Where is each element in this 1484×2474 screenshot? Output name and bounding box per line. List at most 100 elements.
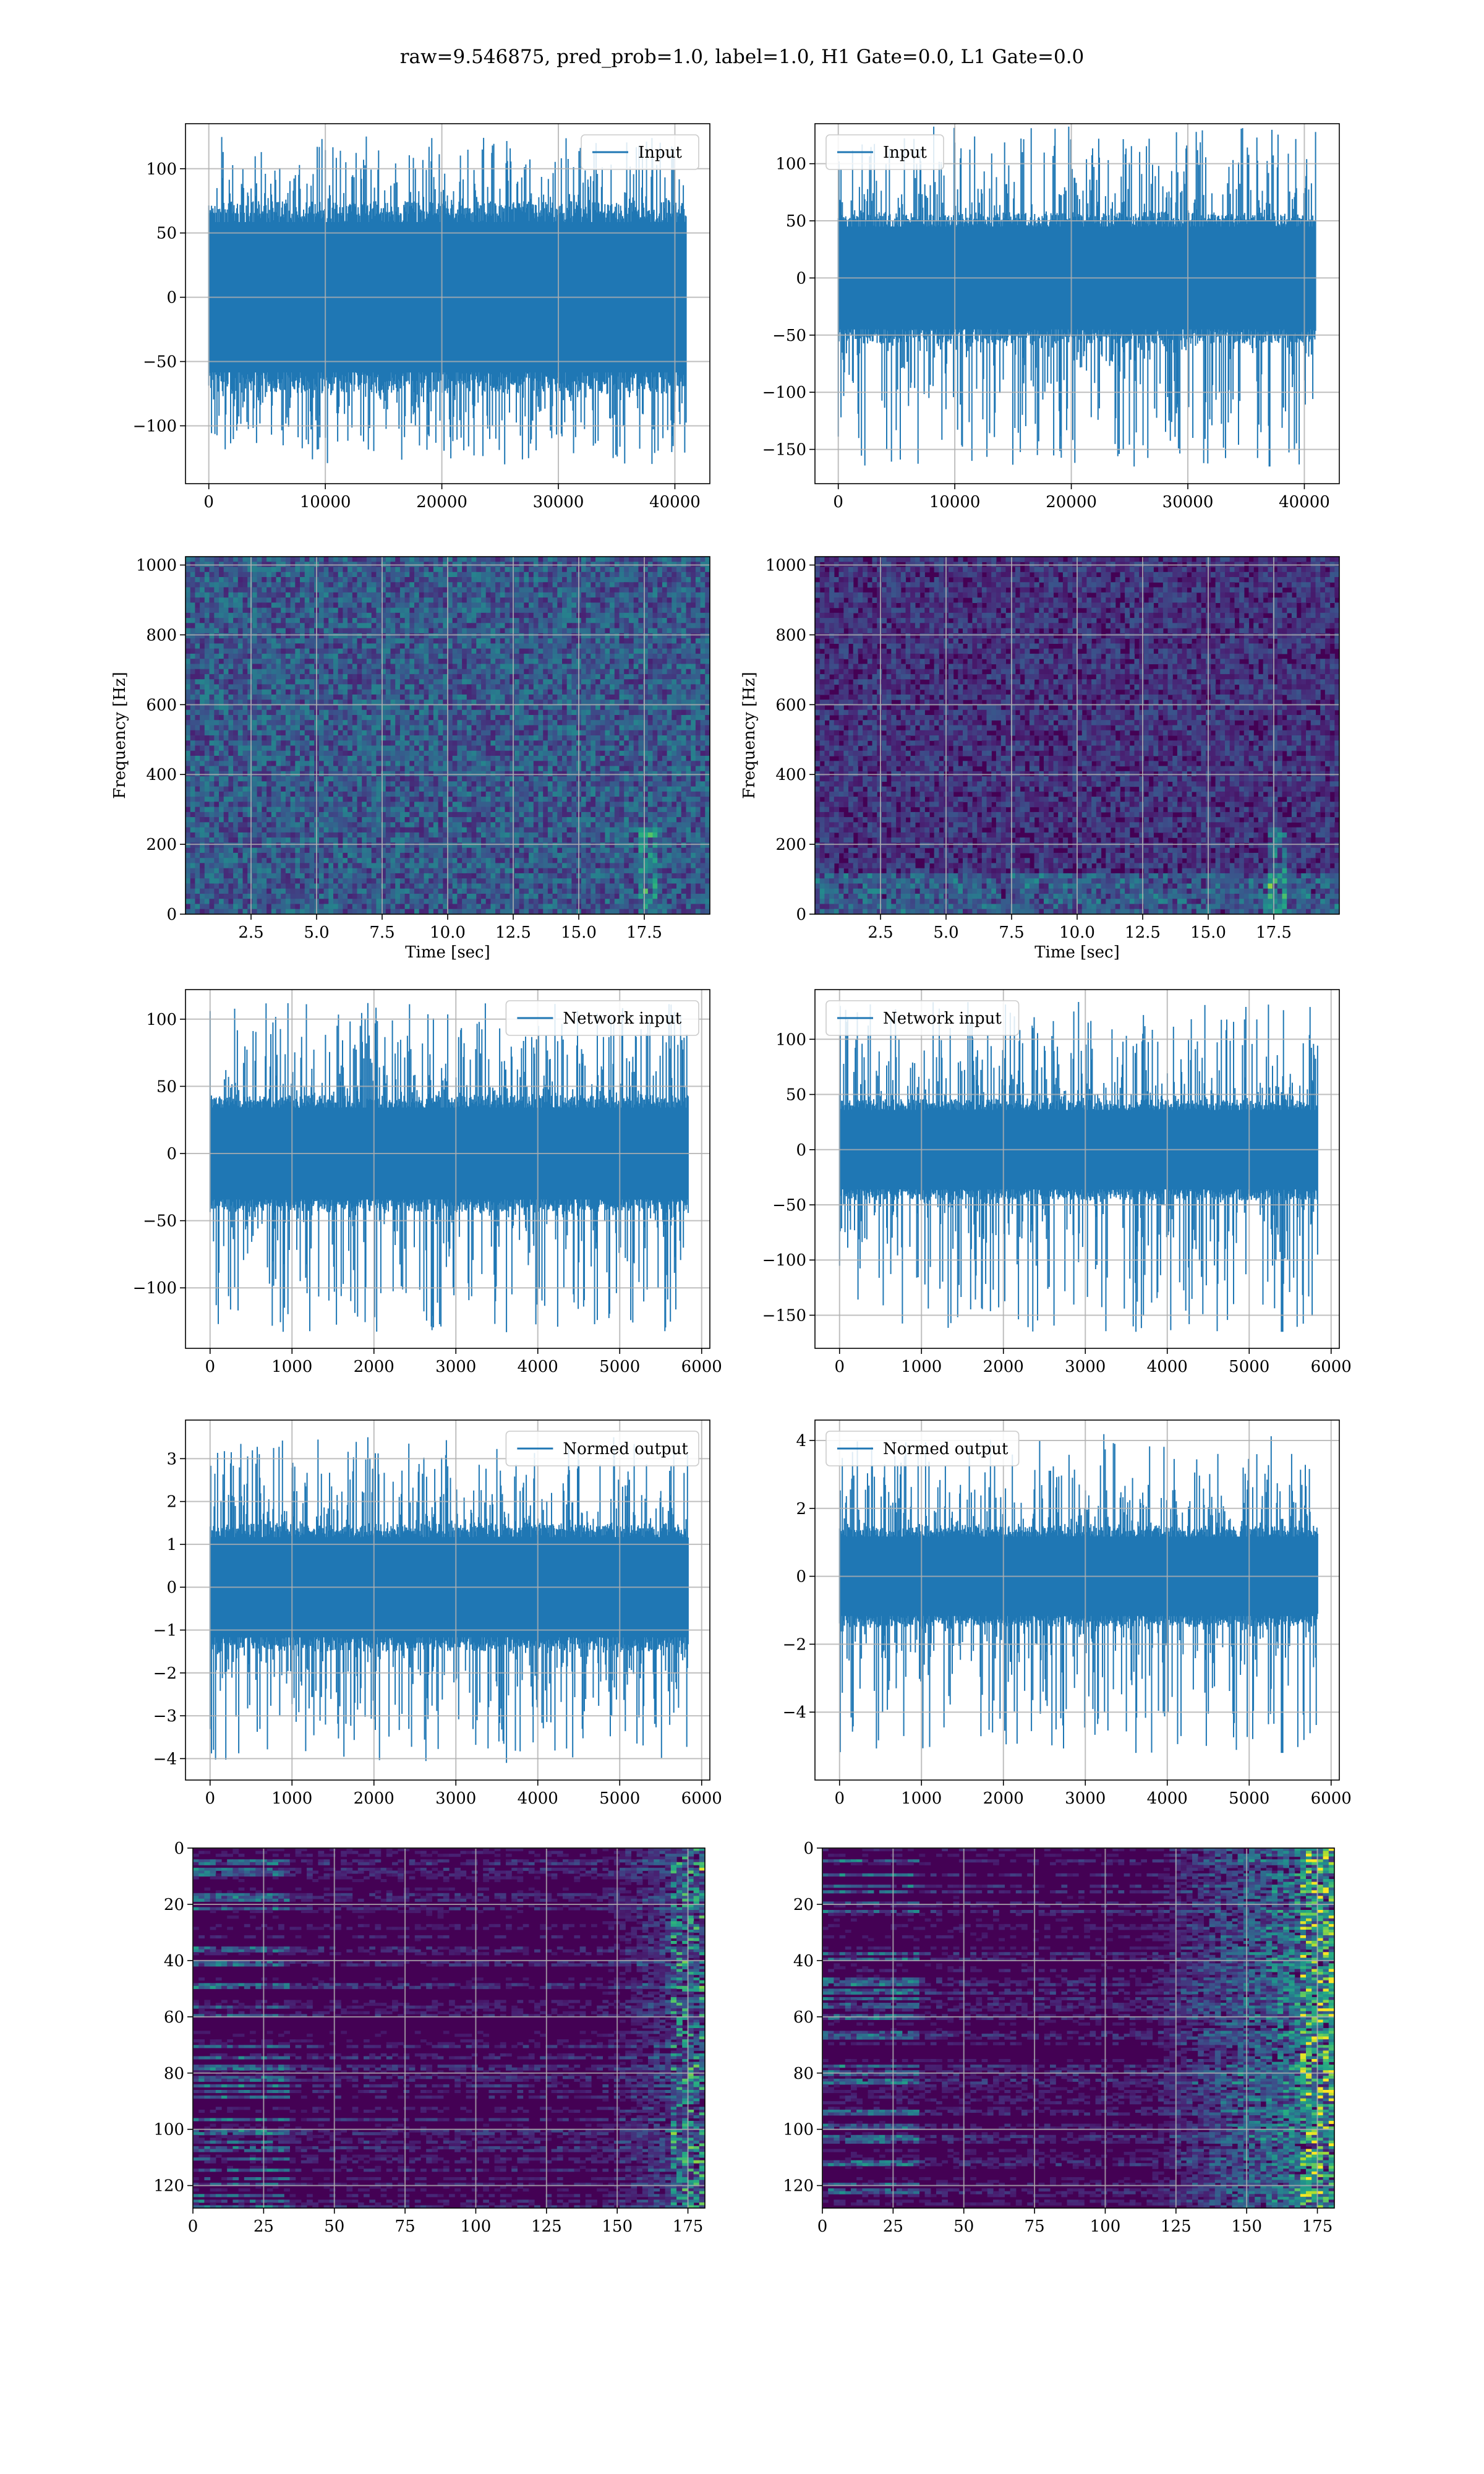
heatmap-cell — [328, 633, 333, 639]
heatmap-cell — [433, 602, 438, 608]
heatmap-cell — [462, 618, 467, 623]
heatmap-cell — [238, 684, 243, 690]
heatmap-cell — [429, 695, 433, 700]
heatmap-cell — [409, 649, 414, 654]
heatmap-cell — [205, 602, 210, 608]
heatmap-cell — [262, 674, 267, 680]
heatmap-cell — [405, 766, 410, 772]
heatmap-cell — [324, 776, 329, 782]
heatmap-cell — [324, 674, 329, 680]
heatmap-cell — [433, 674, 438, 680]
heatmap-cell — [519, 608, 524, 614]
heatmap-cell — [324, 577, 329, 583]
heatmap-cell — [214, 766, 219, 772]
heatmap-cell — [305, 730, 310, 736]
heatmap-cell — [524, 746, 529, 751]
heatmap-cell — [505, 705, 510, 711]
heatmap-cell — [409, 633, 414, 639]
heatmap-cell — [672, 695, 676, 700]
heatmap-cell — [548, 593, 553, 598]
heatmap-cell — [281, 726, 286, 731]
heatmap-cell — [696, 710, 701, 716]
heatmap-cell — [424, 684, 429, 690]
heatmap-cell — [595, 674, 600, 680]
heatmap-cell — [438, 582, 443, 588]
heatmap-cell — [195, 710, 200, 716]
heatmap-cell — [286, 684, 291, 690]
heatmap-cell — [433, 582, 438, 588]
heatmap-cell — [676, 695, 681, 700]
heatmap-cell — [500, 608, 505, 614]
heatmap-cell — [348, 705, 352, 711]
heatmap-cell — [348, 746, 352, 751]
heatmap-cell — [190, 608, 195, 614]
heatmap-cell — [653, 593, 658, 598]
heatmap-cell — [448, 695, 453, 700]
heatmap-cell — [276, 746, 281, 751]
heatmap-cell — [629, 608, 634, 614]
heatmap-cell — [395, 649, 400, 654]
heatmap-cell — [372, 602, 377, 608]
heatmap-cell — [476, 781, 481, 787]
heatmap-cell — [309, 623, 314, 628]
heatmap-cell — [676, 684, 681, 690]
heatmap-cell — [472, 730, 477, 736]
heatmap-cell — [424, 618, 429, 623]
heatmap-cell — [295, 690, 300, 695]
heatmap-cell — [581, 730, 586, 736]
heatmap-cell — [529, 618, 534, 623]
heatmap-cell — [271, 577, 276, 583]
heatmap-cell — [476, 761, 481, 766]
heatmap-cell — [291, 746, 296, 751]
heatmap-cell — [553, 623, 558, 628]
heatmap-cell — [243, 766, 248, 772]
heatmap-cell — [295, 705, 300, 711]
heatmap-cell — [309, 776, 314, 782]
heatmap-cell — [219, 684, 224, 690]
heatmap-cell — [610, 567, 615, 573]
heatmap-cell — [276, 572, 281, 578]
heatmap-cell — [557, 715, 562, 721]
heatmap-cell — [228, 781, 233, 787]
heatmap-cell — [701, 567, 706, 573]
heatmap-cell — [214, 705, 219, 711]
heatmap-cell — [696, 557, 701, 562]
heatmap-cell — [605, 715, 610, 721]
heatmap-cell — [409, 608, 414, 614]
heatmap-cell — [267, 690, 271, 695]
heatmap-cell — [333, 638, 338, 644]
heatmap-cell — [424, 602, 429, 608]
heatmap-cell — [391, 715, 396, 721]
heatmap-cell — [462, 690, 467, 695]
heatmap-cell — [657, 613, 662, 618]
heatmap-cell — [395, 695, 400, 700]
heatmap-cell — [667, 628, 672, 634]
heatmap-cell — [409, 593, 414, 598]
heatmap-cell — [309, 690, 314, 695]
heatmap-cell — [681, 761, 686, 766]
heatmap-cell — [448, 664, 453, 669]
heatmap-cell — [571, 776, 576, 782]
heatmap-cell — [548, 613, 553, 618]
heatmap-cell — [338, 674, 343, 680]
heatmap-cell — [424, 735, 429, 741]
heatmap-cell — [548, 628, 553, 634]
heatmap-cell — [247, 720, 252, 726]
heatmap-cell — [486, 649, 491, 654]
heatmap-cell — [481, 761, 486, 766]
heatmap-cell — [190, 659, 195, 664]
heatmap-cell — [400, 690, 405, 695]
heatmap-cell — [257, 623, 262, 628]
heatmap-cell — [462, 664, 467, 669]
heatmap-cell — [543, 720, 548, 726]
heatmap-cell — [676, 588, 681, 593]
heatmap-cell — [372, 577, 377, 583]
heatmap-cell — [367, 654, 372, 659]
heatmap-cell — [529, 643, 534, 649]
heatmap-cell — [490, 654, 495, 659]
heatmap-cell — [634, 746, 639, 751]
heatmap-cell — [562, 597, 567, 603]
heatmap-cell — [400, 638, 405, 644]
heatmap-cell — [567, 766, 572, 772]
